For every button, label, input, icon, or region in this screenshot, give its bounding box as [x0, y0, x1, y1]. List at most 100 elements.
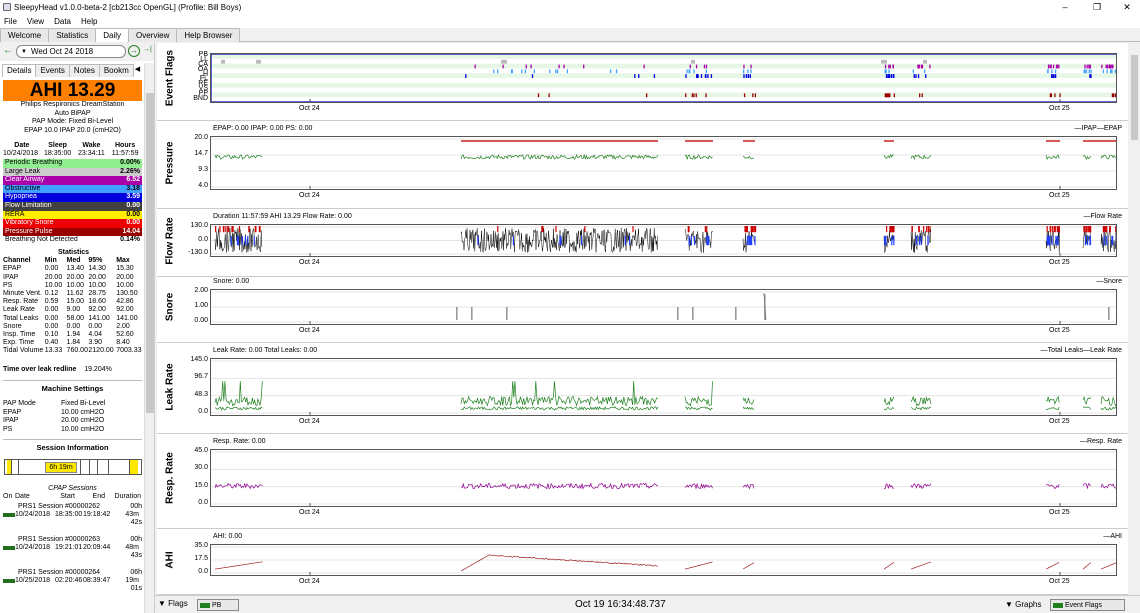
session-enabled-checkbox[interactable] [3, 579, 15, 583]
flow-event-mark [624, 235, 626, 246]
session-enabled-checkbox[interactable] [3, 513, 15, 517]
graph-scrollbar[interactable] [1129, 43, 1140, 595]
event-flag-mark [502, 64, 504, 69]
calendar-dropdown-icon[interactable]: ▼ [21, 49, 27, 55]
x-tick-label: Oct 25 [1049, 259, 1070, 266]
plot-area[interactable] [210, 136, 1117, 190]
event-flag-mark [915, 74, 917, 78]
stat-cell: 10.00 [44, 281, 63, 289]
event-flag-mark [912, 69, 915, 74]
machine-model: Auto BiPAP [54, 109, 91, 117]
event-flag-mark [1105, 64, 1107, 69]
tab-details[interactable]: Details [2, 64, 37, 77]
stat-row: Insp. Time 0.10 1.94 4.04 52.60 [3, 331, 144, 339]
plot-area[interactable] [210, 289, 1117, 325]
session-segment[interactable] [129, 460, 138, 474]
pressure-panel[interactable]: Pressure EPAP: 0.00 IPAP: 0.00 PS: 0.00 —I… [157, 121, 1128, 209]
flag-band [211, 82, 1116, 88]
bottom-bar: ▼ Flags PB Oct 19 16:34:48.737 ▼ Graphs … [155, 595, 1140, 613]
session-duration-seconds: 42s [130, 519, 142, 526]
session-segment[interactable] [14, 460, 19, 474]
flow-event-mark [1109, 226, 1111, 233]
tab-statistics[interactable]: Statistics [48, 28, 97, 42]
tab-events[interactable]: Events [35, 64, 70, 77]
graphs-menu[interactable]: ▼ Graphs [1005, 600, 1042, 609]
event-flag-mark [890, 74, 893, 78]
resp-trace [684, 482, 713, 490]
pb-selector[interactable]: PB [197, 599, 239, 611]
event-value: 2.26% [120, 167, 140, 175]
menu-data[interactable]: Data [54, 16, 71, 26]
event-flag-mark [1085, 69, 1088, 74]
tab-bookmarks[interactable]: Bookm [98, 64, 134, 77]
menu-help[interactable]: Help [81, 16, 98, 26]
panel-title: Pressure [163, 136, 177, 190]
flags-menu[interactable]: ▼ Flags [158, 599, 188, 608]
event-flags-panel[interactable]: Event Flags PB LL CA OA H FL RE VS PP BND Oct 24 Oct… [157, 43, 1128, 121]
flow-event-mark [254, 226, 256, 233]
session-segment[interactable] [97, 460, 109, 474]
y-tick-label: 4.0 [198, 182, 208, 189]
event-flag-mark [531, 74, 534, 78]
event-flag-mark [695, 64, 698, 69]
plot-area[interactable] [210, 358, 1117, 416]
menu-file[interactable]: File [4, 16, 17, 26]
event-name: Obstructive [5, 184, 41, 192]
session-row[interactable]: PRS1 Session #00000262 00h 10/24/2018 18:35… [3, 503, 144, 527]
flow-event-mark [1104, 226, 1107, 233]
resp-rate-panel[interactable]: Resp. Rate Resp. Rate: 0.00 —Resp. Rate 45.… [157, 434, 1128, 529]
graph-scroll-thumb[interactable] [1131, 55, 1138, 140]
left-scrollbar[interactable] [144, 63, 154, 613]
panel-title: Resp. Rate [163, 449, 177, 507]
session-timeline[interactable]: 6h 19m [4, 459, 142, 475]
session-enabled-checkbox[interactable] [3, 546, 15, 550]
plot-area[interactable] [210, 224, 1117, 257]
event-flags-selector[interactable]: Event Flags [1050, 599, 1125, 611]
flow-rate-panel[interactable]: Flow Rate Duration 11:57:59 AHI 13.29 Flo… [157, 209, 1128, 277]
ahi-panel[interactable]: AHI AHI: 0.00 —AHI 35.0 17.5 0.0 Oct 24 Oct 25 [157, 529, 1128, 595]
flow-event-mark [687, 226, 689, 233]
session-segment[interactable] [80, 460, 90, 474]
event-row: Obstructive 3.18 [3, 184, 142, 194]
tab-welcome[interactable]: Welcome [0, 28, 50, 42]
stat-row: Leak Rate 0.00 9.00 92.00 92.00 [3, 306, 144, 314]
stat-cell: 20.00 [66, 273, 85, 281]
tab-notes[interactable]: Notes [68, 64, 100, 77]
leak-rate-panel[interactable]: Leak Rate Leak Rate: 0.00 Total Leaks: 0.… [157, 343, 1128, 434]
next-day-button[interactable]: → [128, 45, 140, 57]
panel-legend: —IPAP—EPAP [1074, 125, 1122, 132]
settings-title: Machine Settings [3, 380, 142, 393]
event-flag-mark [1052, 64, 1055, 69]
maximize-button[interactable]: ❐ [1092, 1, 1102, 12]
plot-area[interactable] [210, 449, 1117, 507]
session-segment[interactable] [7, 460, 12, 474]
event-flag-mark [929, 64, 931, 69]
tab-overview[interactable]: Overview [128, 28, 178, 42]
setting-cell: 10.00 cmH2O [61, 408, 105, 416]
plot-area[interactable] [210, 53, 1117, 103]
snore-bar [506, 307, 508, 320]
menu-view[interactable]: View [26, 16, 45, 26]
date-picker[interactable]: ▼ Wed Oct 24 2018 [16, 45, 126, 58]
tab-scroll-left-icon[interactable]: ◀ [134, 66, 141, 73]
flow-event-mark [1106, 226, 1108, 233]
event-row: Flow Limitation 0.00 [3, 201, 142, 211]
minimize-button[interactable]: – [1062, 2, 1068, 12]
stat-cell: 92.00 [116, 306, 134, 314]
large-leak-mark [881, 59, 887, 64]
large-leak-mark [691, 59, 695, 64]
left-scroll-thumb[interactable] [146, 93, 154, 413]
prev-day-button[interactable]: ← [3, 45, 13, 56]
close-button[interactable]: ✕ [1123, 1, 1131, 12]
last-day-button[interactable]: →| [143, 46, 152, 53]
tab-help-browser[interactable]: Help Browser [176, 28, 241, 42]
event-row: Hypopnea 3.59 [3, 193, 142, 202]
stat-cell: Snore [3, 322, 22, 330]
session-row[interactable]: PRS1 Session #00000263 00h 10/24/2018 19:21… [3, 536, 144, 560]
session-row[interactable]: PRS1 Session #00000264 06h 10/25/2018 02:20… [3, 569, 144, 593]
plot-area[interactable] [210, 544, 1117, 576]
flow-event-mark [1089, 226, 1091, 233]
snore-panel[interactable]: Snore Snore: 0.00 —Snore 2.00 1.00 0.00 Oct 24… [157, 277, 1128, 343]
tab-daily[interactable]: Daily [95, 28, 129, 42]
y-tick-label: 9.3 [198, 166, 208, 173]
